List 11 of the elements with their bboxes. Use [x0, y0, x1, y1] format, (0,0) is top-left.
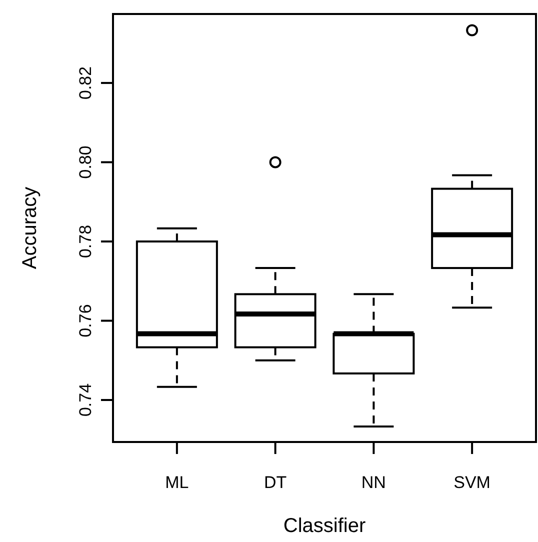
y-tick-label: 0.80	[76, 146, 95, 179]
y-tick-label: 0.82	[76, 66, 95, 100]
x-tick-label: SVM	[454, 473, 490, 492]
x-tick-label: DT	[264, 473, 287, 492]
y-axis-title: Accuracy	[19, 186, 41, 270]
x-axis-title: Classifier	[283, 515, 366, 537]
y-tick-label: 0.76	[76, 304, 95, 338]
x-tick-label: ML	[165, 473, 189, 492]
y-tick-label: 0.78	[76, 224, 95, 258]
x-tick-label: NN	[361, 473, 386, 492]
y-tick-label: 0.74	[76, 383, 95, 417]
